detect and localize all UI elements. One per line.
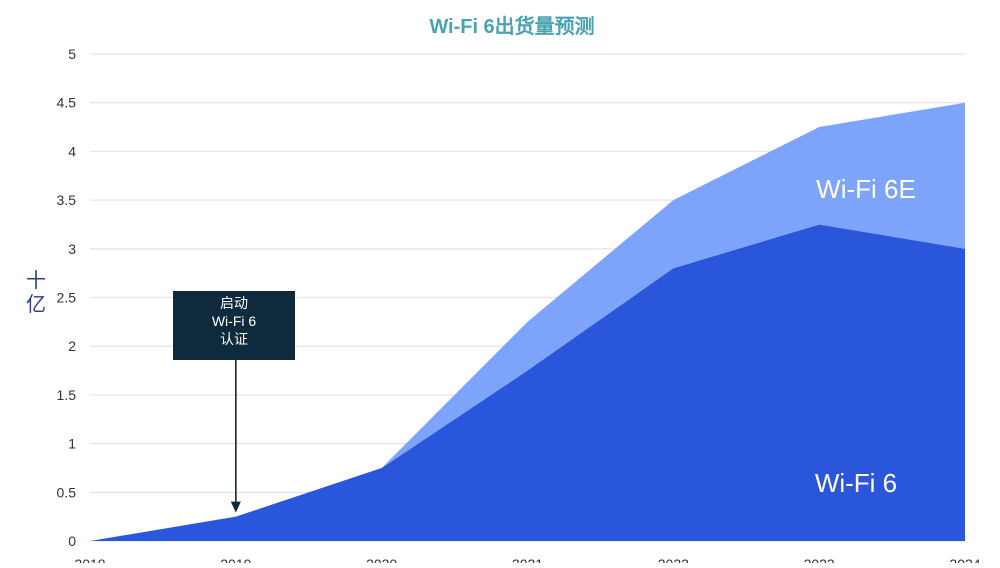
series-label-wifi6e: Wi-Fi 6E: [816, 174, 916, 204]
y-tick-label: 4.5: [57, 95, 77, 111]
x-tick-label: 2024: [949, 556, 980, 563]
annotation-box: [173, 291, 295, 360]
annotation-text: 认证: [220, 331, 248, 347]
annotation-text: 启动: [220, 295, 248, 311]
y-tick-label: 5: [68, 46, 76, 62]
areas: [90, 102, 965, 541]
y-ticks: 0 0.5 1 1.5 2 2.5 3 3.5 4 4.5 5: [57, 46, 77, 549]
y-tick-label: 0: [68, 533, 76, 549]
x-tick-label: 2022: [658, 556, 689, 563]
chart-title: Wi-Fi 6出货量预测: [429, 14, 594, 38]
annotation-arrowhead: [230, 501, 241, 513]
y-tick-label: 1: [68, 436, 76, 452]
x-ticks: 2018 2019 2020 2021 2022 2023 2024: [74, 556, 980, 568]
y-tick-label: 1.5: [57, 387, 77, 403]
y-axis-label-char: 亿: [26, 293, 46, 316]
y-tick-label: 2.5: [57, 290, 77, 306]
y-tick-label: 3: [68, 241, 76, 257]
annotation-text: Wi-Fi 6: [212, 313, 257, 329]
series-labels: Wi-Fi 6 Wi-Fi 6E: [815, 174, 916, 498]
x-tick-label: 2018: [74, 556, 105, 563]
y-axis-label: 十亿: [26, 269, 46, 316]
y-tick-label: 2: [68, 338, 76, 354]
x-tick-label: 2020: [366, 556, 397, 563]
annotation: 启动 Wi-Fi 6 认证: [173, 291, 295, 513]
x-tick-label: 2019: [220, 556, 251, 563]
y-axis-label-char: 十: [26, 269, 46, 292]
y-tick-label: 4: [68, 143, 76, 159]
area-series-wifi6: [90, 224, 965, 541]
series-label-wifi6: Wi-Fi 6: [815, 468, 897, 498]
x-tick-label: 2021: [512, 556, 543, 563]
y-tick-label: 3.5: [57, 192, 77, 208]
x-tick-label: 2023: [804, 556, 835, 563]
y-tick-label: 0.5: [57, 484, 77, 500]
area-series-wifi6e: [90, 102, 965, 541]
